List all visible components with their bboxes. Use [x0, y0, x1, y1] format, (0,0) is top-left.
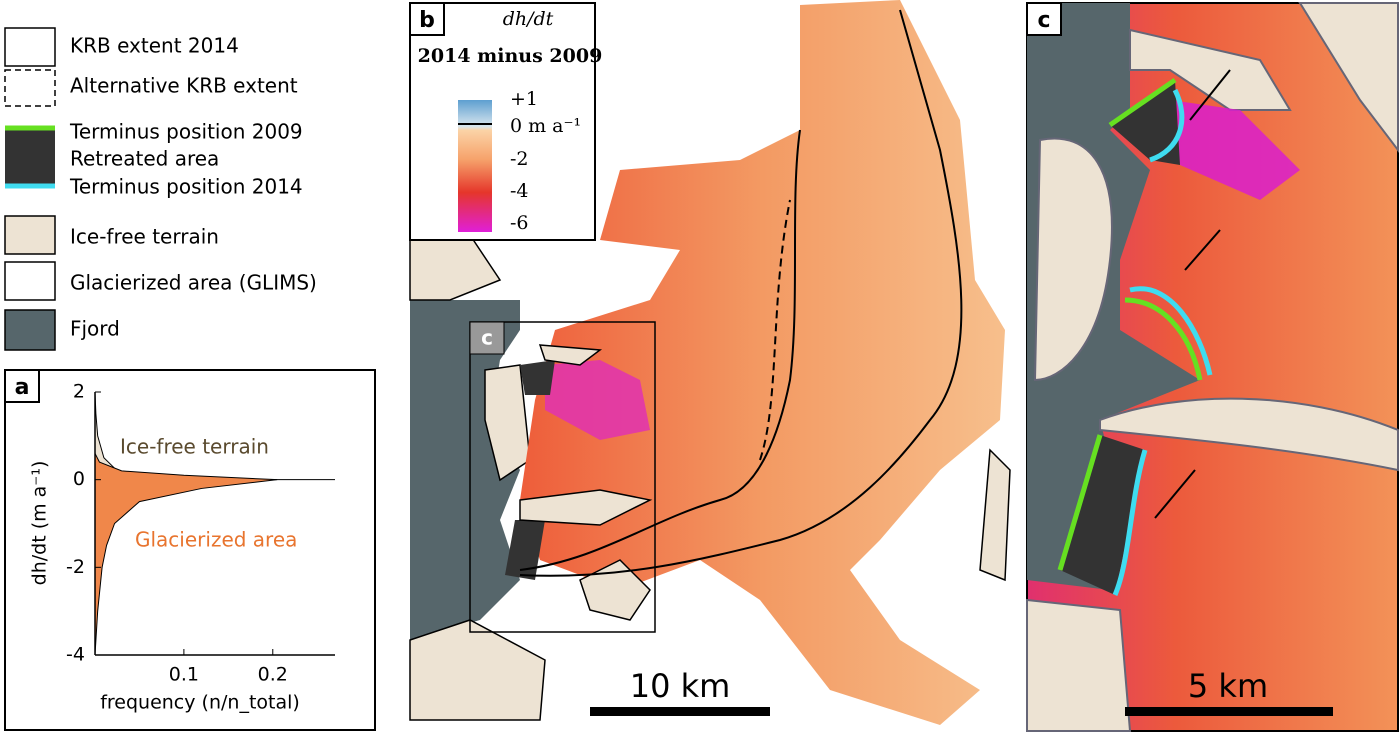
nunatak — [519, 344, 653, 621]
flow-arrows — [1154, 69, 1231, 519]
panel-a: a frequency (n/n_total) dh/dt (m a⁻¹) Ic… — [4, 369, 376, 731]
panel-label: b — [419, 8, 435, 33]
scale-label: 5 km — [1188, 667, 1268, 705]
y-tick-label: -4 — [66, 644, 85, 666]
ice-free-terrain — [409, 234, 1011, 721]
swatch — [4, 27, 56, 67]
series-label: Glacierized area — [135, 528, 297, 552]
legend-label: Terminus position 2014 — [69, 175, 303, 199]
legend — [4, 27, 56, 351]
area-outline — [94, 453, 278, 656]
legend-label: Fjord — [70, 317, 120, 341]
y-tick-label: -2 — [66, 556, 85, 578]
krb-extent — [519, 129, 801, 571]
legend-label: Alternative KRB extent — [70, 74, 298, 98]
colorbar-box — [409, 2, 596, 241]
krb-extent — [519, 9, 963, 577]
ice-free-terrain — [1033, 137, 1113, 382]
glacier-dhdt — [520, 0, 1005, 725]
legend-labels: KRB extent 2014 Alternative KRB extent T… — [69, 34, 317, 341]
high-thinning — [545, 360, 650, 440]
colorbar-subtitle: 2014 minus 2009 — [418, 45, 603, 67]
y-tick-label: 2 — [73, 381, 85, 403]
y-tick-label: 0 — [73, 468, 85, 490]
legend-label: KRB extent 2014 — [70, 34, 239, 58]
colorbar — [458, 100, 492, 232]
colorbar-tick: -2 — [510, 148, 529, 170]
inset-box — [469, 321, 656, 633]
swatch — [4, 69, 56, 107]
alt-krb-extent — [759, 199, 791, 461]
colorbar-tick: +1 — [510, 88, 538, 110]
terminus-2009 — [1057, 77, 1203, 571]
x-tick-label: 0.1 — [169, 664, 199, 686]
legend-label: Retreated area — [70, 147, 219, 171]
area-fill — [95, 453, 278, 655]
series-label: Ice-free terrain — [120, 435, 269, 459]
swatch — [4, 309, 56, 351]
x-axis-label: frequency (n/n_total) — [100, 692, 300, 714]
retreated-area — [1060, 80, 1180, 595]
panel-b: c b dh/dt 2014 minus 2009 +1 0 m a⁻¹ -2 … — [408, 0, 1020, 734]
inset-label: c — [481, 326, 493, 350]
inset-label-box — [469, 321, 505, 355]
swatch — [4, 261, 56, 301]
swatch — [4, 215, 56, 255]
high-thinning — [1170, 100, 1300, 200]
scale-bar — [1125, 707, 1333, 716]
scale-bar — [590, 707, 770, 716]
colorbar-tick: -6 — [510, 212, 529, 234]
panel-frame — [4, 369, 376, 731]
y-axis-label: dh/dt (m a⁻¹) — [29, 461, 51, 586]
retreated-area — [505, 360, 555, 580]
panel-label-box — [409, 2, 445, 36]
colorbar-tick: 0 m a⁻¹ — [510, 115, 581, 137]
colorbar-title: dh/dt — [503, 8, 554, 30]
legend-label: Terminus position 2009 — [69, 120, 303, 144]
x-tick-label: 0.2 — [258, 664, 288, 686]
panel-label: a — [15, 375, 30, 400]
colorbar-ticks: +1 0 m a⁻¹ -2 -4 -6 — [510, 88, 581, 234]
legend-label: Glacierized area (GLIMS) — [70, 271, 317, 295]
panel-label-box — [1026, 2, 1062, 36]
colorbar-tick: -4 — [510, 180, 529, 202]
panel-label: c — [1037, 8, 1050, 33]
swatch — [5, 130, 55, 184]
legend-label: Ice-free terrain — [70, 225, 219, 249]
scale-label: 10 km — [630, 667, 731, 705]
panel-label-box — [4, 369, 40, 403]
terminus-2014 — [1112, 88, 1213, 596]
panel-c: c 5 km — [1026, 2, 1399, 732]
